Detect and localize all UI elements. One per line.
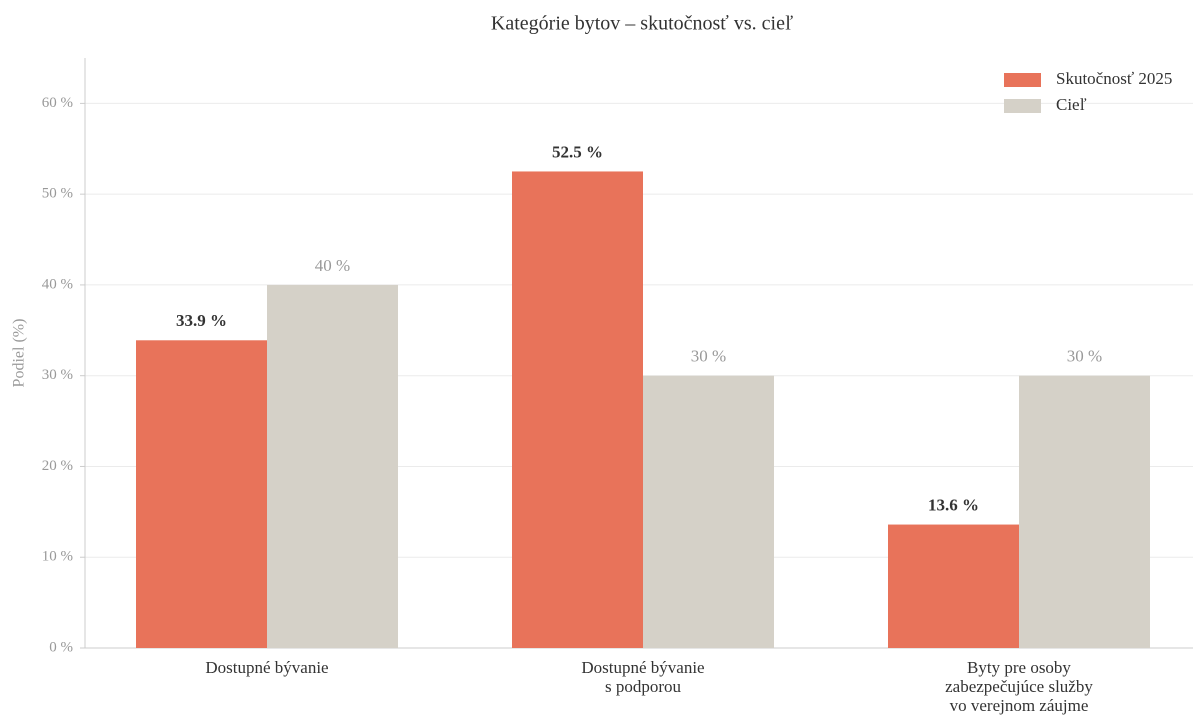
legend-swatch — [1004, 73, 1041, 87]
data-label: 33.9 % — [176, 311, 227, 330]
bar — [267, 284, 398, 648]
legend-swatch — [1004, 99, 1041, 113]
x-tick-label: Dostupné bývanie — [205, 658, 329, 677]
legend-label: Cieľ — [1056, 95, 1087, 114]
bar — [1019, 375, 1150, 648]
y-tick-label: 10 % — [42, 549, 73, 565]
chart-title: Kategórie bytov – skutočnosť vs. cieľ — [491, 13, 793, 35]
data-label: 30 % — [1067, 347, 1102, 366]
y-tick-label: 40 % — [42, 276, 73, 292]
y-tick-label: 60 % — [42, 95, 73, 111]
x-tick-label: Byty pre osoby zabezpečujúce služby vo v… — [945, 658, 1093, 715]
y-tick-label: 50 % — [42, 186, 73, 202]
data-label: 30 % — [691, 347, 726, 366]
bar — [136, 340, 267, 648]
data-label: 13.6 % — [928, 495, 979, 514]
bar — [512, 171, 643, 648]
legend-label: Skutočnosť 2025 — [1056, 69, 1172, 88]
y-tick-label: 20 % — [42, 458, 73, 474]
bar — [643, 375, 774, 648]
y-axis-label: Podiel (%) — [11, 319, 28, 388]
x-tick-label: Dostupné bývanie s podporou — [581, 658, 705, 696]
data-label: 52.5 % — [552, 142, 603, 161]
bar — [888, 524, 1019, 648]
data-label: 40 % — [315, 256, 350, 275]
y-tick-label: 0 % — [49, 639, 73, 655]
y-tick-label: 30 % — [42, 367, 73, 383]
